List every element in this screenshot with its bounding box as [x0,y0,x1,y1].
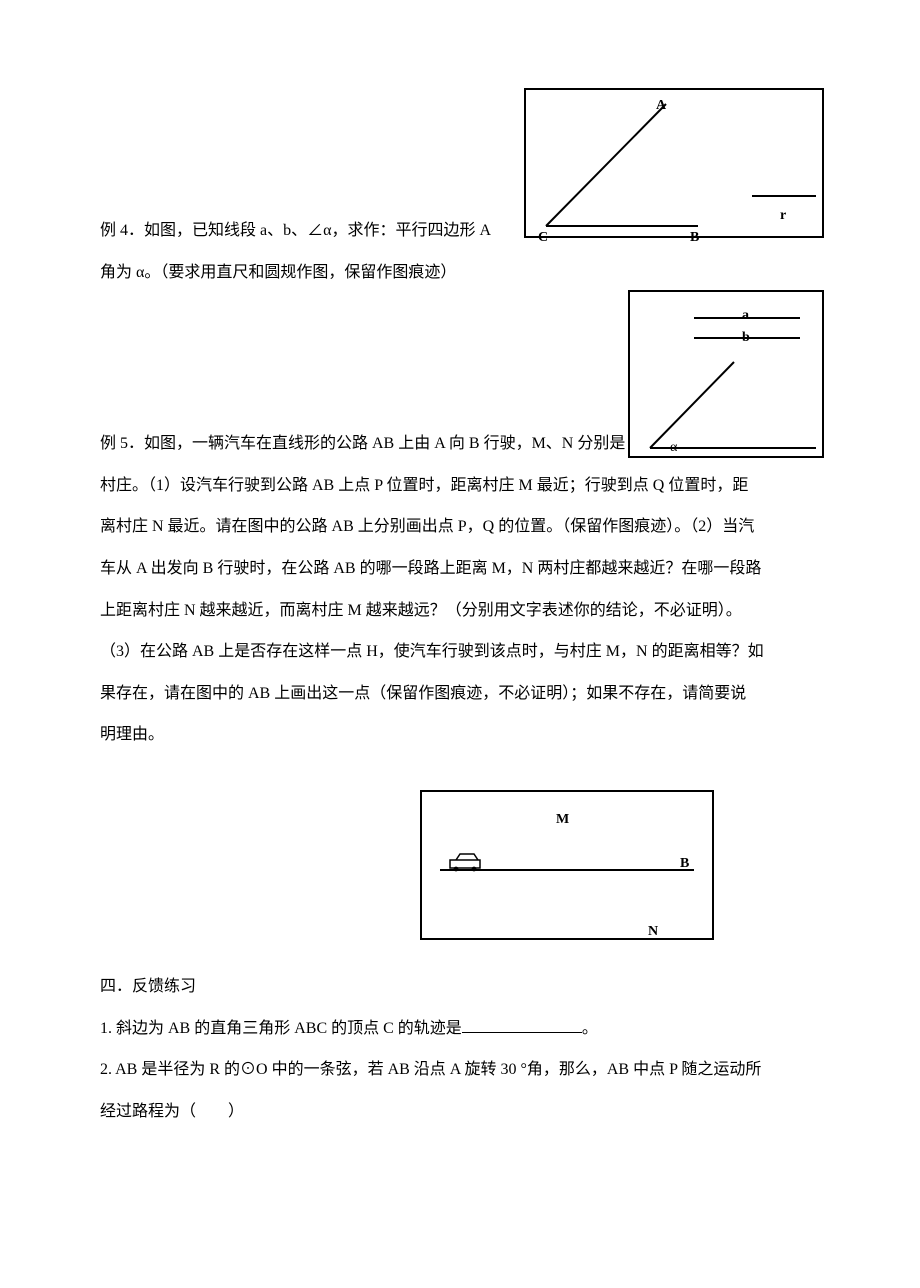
fig1-label-b: B [690,220,699,256]
ex5-line6: （3）在公路 AB 上是否存在这样一点 H，使汽车行驶到该点时，与村庄 M，N … [100,631,820,673]
fig1-svg [526,90,822,236]
q1: 1. 斜边为 AB 的直角三角形 ABC 的顶点 C 的轨迹是 。 [100,1008,820,1050]
fig2-svg [630,292,822,456]
figure-segments-alpha: a b α [628,290,824,458]
ex5-line5: 上距离村庄 N 越来越近，而离村庄 M 越来越远？（分别用文字表述你的结论，不必… [100,590,820,632]
fig3-label-n: N [648,914,658,950]
figure-road-mn: M B N [420,790,714,940]
ex5-line2: 村庄。（1）设汽车行驶到公路 AB 上点 P 位置时，距离村庄 M 最近；行驶到… [100,465,820,507]
ex5-line7: 果存在，请在图中的 AB 上画出这一点（保留作图痕迹，不必证明）；如果不存在，请… [100,673,820,715]
fig2-label-b: b [742,320,750,356]
ex5-l1a: 例 5．如图，一辆汽车在直线形的公路 AB 上由 A 向 B 行驶，M、N 分别… [100,435,625,452]
ex5-line4: 车从 A 出发向 B 行驶时，在公路 AB 的哪一段路上距离 M，N 两村庄都越… [100,548,820,590]
q2-line1: 2. AB 是半径为 R 的⊙O 中的一条弦，若 AB 沿点 A 旋转 30 °… [100,1049,820,1091]
fig1-label-c: C [538,220,548,256]
fig3-label-m: M [556,802,569,838]
fig2-label-alpha: α [670,430,677,466]
ex4-line2: 角为 α。（要求用直尺和圆规作图，保留作图痕迹） [100,252,820,294]
fig1-label-r: r [780,198,786,234]
q1-text-a: 1. 斜边为 AB 的直角三角形 ABC 的顶点 C 的轨迹是 [100,1020,462,1037]
fig1-label-a: A [656,88,666,124]
q2-line2: 经过路程为（ ） [100,1091,820,1133]
fig3-label-b: B [680,846,689,882]
ex4-text-1: 例 4．如图，已知线段 a、b、∠α，求作：平行四边形 A [100,222,491,239]
section4-heading: 四．反馈练习 [100,966,820,1008]
ex5-line3: 离村庄 N 最近。请在图中的公路 AB 上分别画出点 P，Q 的位置。（保留作图… [100,506,820,548]
q1-blank [462,1032,582,1033]
figure-angle-acb: A C B r [524,88,824,238]
ex5-line8: 明理由。 [100,714,820,756]
q1-text-b: 。 [582,1020,598,1037]
